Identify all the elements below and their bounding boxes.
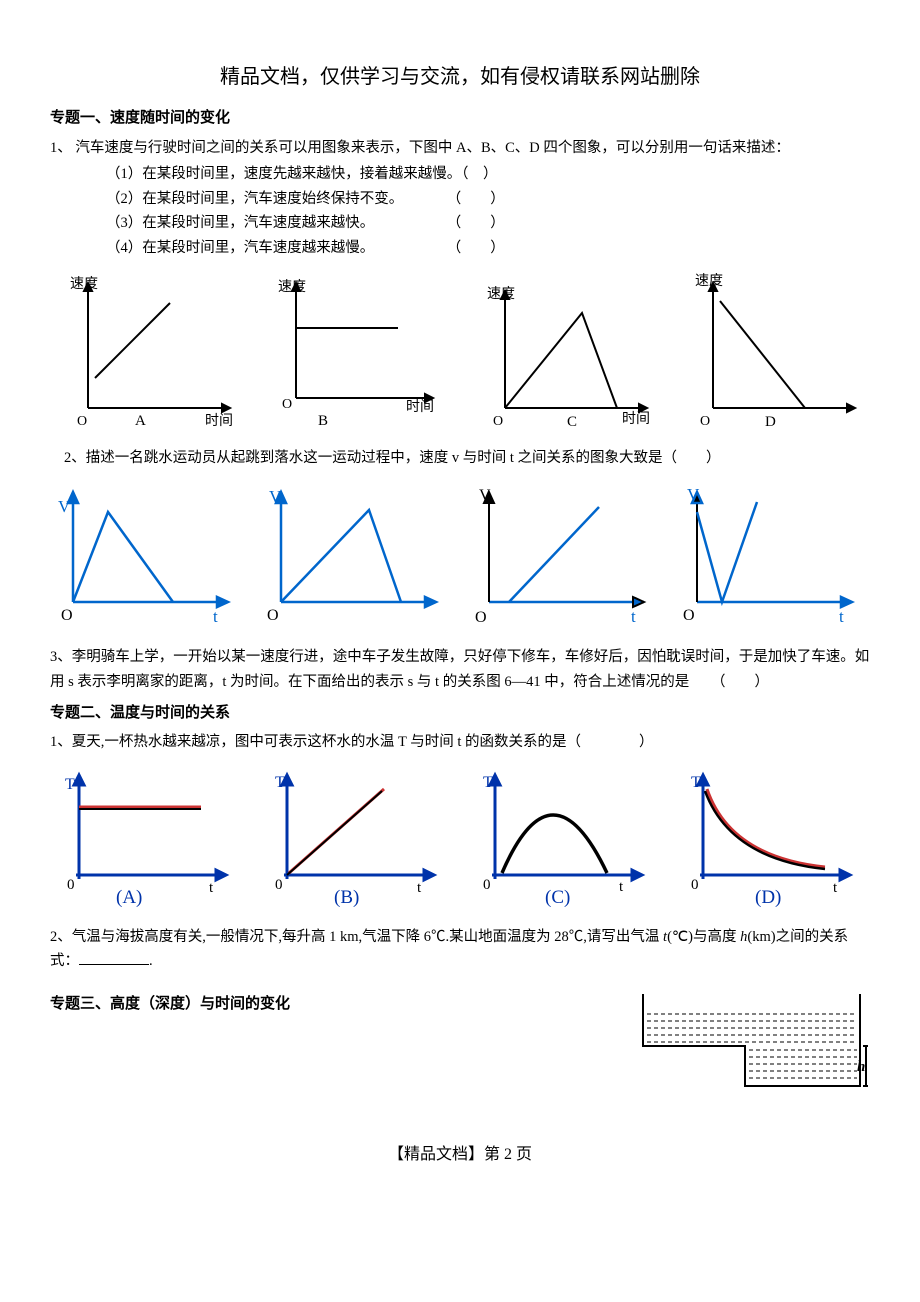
page-header: 精品文档，仅供学习与交流，如有侵权请联系网站删除 xyxy=(50,60,870,94)
chart-2c-ylabel: V xyxy=(479,487,491,504)
s2-q2: 2、气温与海拔高度有关,一般情况下,每升高 1 km,气温下降 6℃.某山地面温… xyxy=(50,925,870,974)
s2-q2-pre: 2、气温与海拔高度有关,一般情况下,每升高 1 km,气温下降 6℃.某山地面温… xyxy=(50,929,663,945)
chart-1a: 速度 O 时间 A xyxy=(70,273,245,428)
q1-intro: 1、 汽车速度与行驶时间之间的关系可以用图象来表示，下图中 A、B、C、D 四个… xyxy=(50,136,870,161)
chart-3a-xlabel: t xyxy=(209,880,214,896)
chart-1b: 速度 O 时间 B xyxy=(278,273,453,428)
chart-1b-label: B xyxy=(318,413,328,428)
chart-3b-ylabel: T xyxy=(275,774,285,791)
chart-1d: 速度 O D xyxy=(695,273,870,428)
chart-1c-xlabel: 时间 xyxy=(622,411,650,427)
section3-title: 专题三、高度（深度）与时间的变化 xyxy=(50,992,615,1018)
chart-1a-label: A xyxy=(135,413,146,428)
section1-charts-row2: V O t V O V O t V O t xyxy=(50,482,870,627)
chart-3c-label: (C) xyxy=(545,887,570,907)
s1-q3: 3、李明骑车上学，一开始以某一速度行进，途中车子发生故障，只好停下修车，车修好后… xyxy=(50,645,870,694)
chart-2b-origin: O xyxy=(267,607,279,624)
chart-3a-ylabel: T xyxy=(65,776,75,793)
chart-1a-origin: O xyxy=(77,414,87,428)
s2-q1: 1、夏天,一杯热水越来越凉，图中可表示这杯水的水温 T 与时间 t 的函数关系的… xyxy=(50,730,870,755)
chart-3d: T 0 t (D) xyxy=(685,767,860,907)
section2-charts-row: T 0 t (A) T 0 t (B) T 0 t (C) xyxy=(50,767,870,907)
s1-q2: 2、描述一名跳水运动员从起跳到落水这一运动过程中，速度 v 与时间 t 之间关系… xyxy=(50,446,870,471)
q1-item-4: （4）在某段时间里，汽车速度越来越慢。 （ ） xyxy=(50,236,870,261)
chart-1d-ylabel: 速度 xyxy=(695,273,723,289)
section1-title: 专题一、速度随时间的变化 xyxy=(50,106,870,132)
chart-1b-origin: O xyxy=(282,397,292,412)
chart-3a-label: (A) xyxy=(116,887,142,907)
chart-2c-origin: O xyxy=(475,609,487,626)
chart-1b-ylabel: 速度 xyxy=(278,279,306,295)
chart-1a-ylabel: 速度 xyxy=(70,276,98,292)
chart-3b-label: (B) xyxy=(334,887,359,907)
chart-1c-ylabel: 速度 xyxy=(487,286,515,302)
q1-item-3: （3）在某段时间里，汽车速度越来越快。 （ ） xyxy=(50,211,870,236)
page-footer: 【精品文档】第 2 页 xyxy=(50,1141,870,1168)
chart-2b-ylabel: V xyxy=(269,487,282,506)
chart-3c-origin: 0 xyxy=(483,877,491,893)
chart-3b-origin: 0 xyxy=(275,877,283,893)
chart-2d-xlabel: t xyxy=(839,607,844,626)
chart-2a-xlabel: t xyxy=(213,607,218,626)
chart-1d-label: D xyxy=(765,414,776,428)
chart-3d-ylabel: T xyxy=(691,774,701,791)
chart-1d-origin: O xyxy=(700,414,710,428)
section1-charts-row1: 速度 O 时间 A 速度 O 时间 B 速度 O 时间 C 速度 xyxy=(70,273,870,428)
chart-3c: T 0 t (C) xyxy=(477,767,652,907)
chart-3d-label: (D) xyxy=(755,887,781,907)
water-h-label: h xyxy=(857,1059,865,1075)
chart-2a-ylabel: V xyxy=(58,497,71,516)
q1-item-1: （1）在某段时间里，速度先越来越快，接着越来越慢。（ ） xyxy=(50,162,870,187)
chart-2d-origin: O xyxy=(683,607,695,624)
chart-1c: 速度 O 时间 C xyxy=(487,273,662,428)
chart-3b-xlabel: t xyxy=(417,880,422,896)
chart-3a-origin: 0 xyxy=(67,877,75,893)
chart-1c-label: C xyxy=(567,414,577,428)
chart-3a: T 0 t (A) xyxy=(61,767,236,907)
chart-2a-origin: O xyxy=(61,607,73,624)
blank-fill[interactable] xyxy=(79,951,149,966)
chart-3c-ylabel: T xyxy=(483,774,493,791)
chart-3d-xlabel: t xyxy=(833,880,838,896)
chart-2d-ylabel: V xyxy=(687,485,700,504)
chart-2b: V O xyxy=(261,482,451,627)
chart-2a: V O t xyxy=(53,482,243,627)
s2-q2-end: . xyxy=(149,953,153,969)
s2-q2-mid: (℃)与高度 xyxy=(667,929,740,945)
chart-3c-xlabel: t xyxy=(619,879,624,895)
chart-1a-xlabel: 时间 xyxy=(205,413,233,428)
chart-2c: V O t xyxy=(469,482,659,627)
section2-title: 专题二、温度与时间的关系 xyxy=(50,701,870,727)
chart-1c-origin: O xyxy=(493,414,503,428)
chart-2d: V O t xyxy=(677,482,867,627)
chart-1b-xlabel: 时间 xyxy=(406,399,434,415)
chart-2c-xlabel: t xyxy=(631,607,636,626)
water-container-figure: h xyxy=(635,986,870,1101)
chart-3b: T 0 t (B) xyxy=(269,767,444,907)
q1-item-2: （2）在某段时间里，汽车速度始终保持不变。 （ ） xyxy=(50,187,870,212)
chart-3d-origin: 0 xyxy=(691,877,699,893)
